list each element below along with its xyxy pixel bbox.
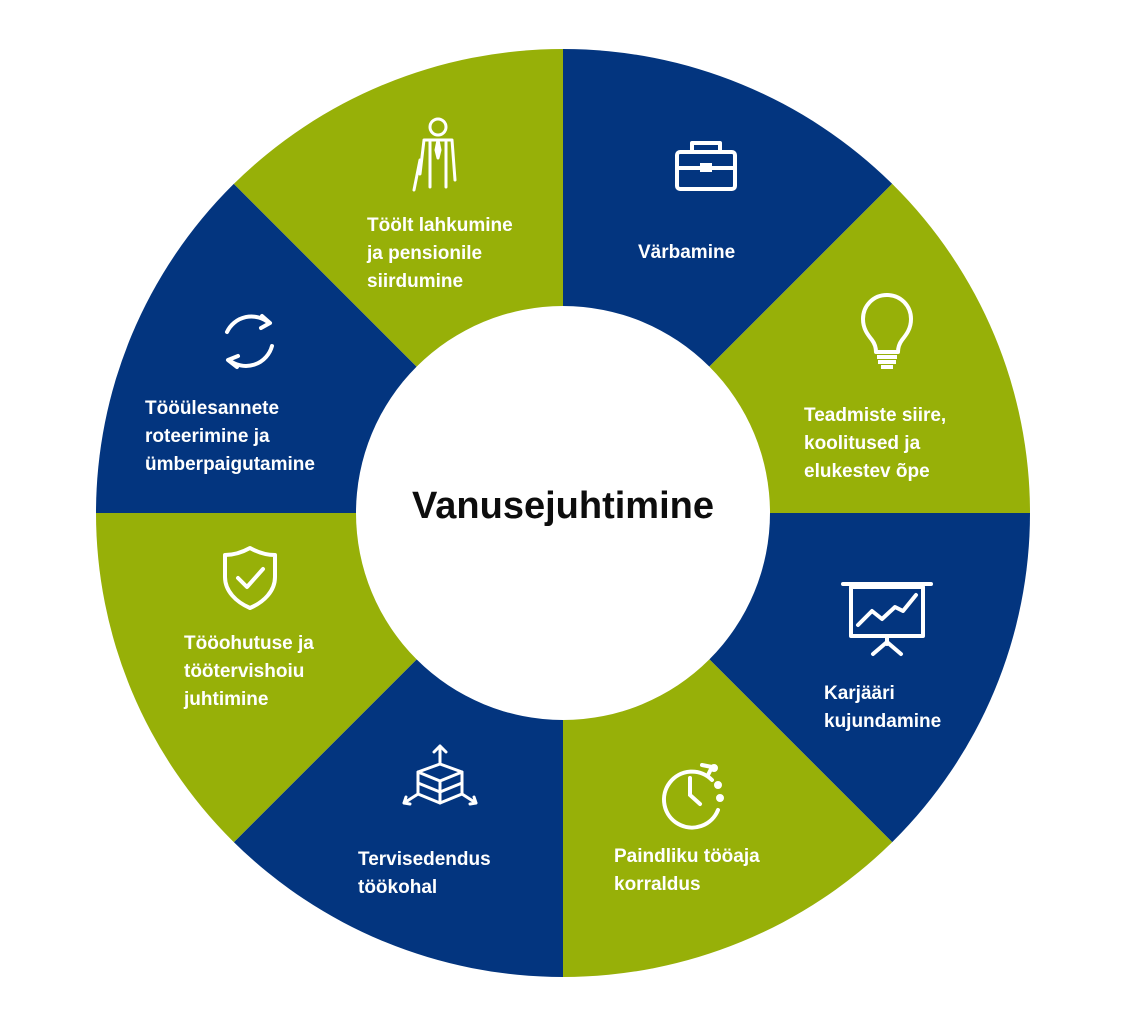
segment-label-line: kujundamine (824, 711, 942, 732)
segment-label-line: ümberpaigutamine (145, 454, 315, 475)
segment-label-line: Töölt lahkumine (367, 215, 513, 236)
center-title: Vanusejuhtimine (412, 485, 714, 527)
segment-label-line: Teadmiste siire, (804, 405, 947, 426)
segment-label: Paindliku tööaja korraldus (614, 843, 760, 899)
segment-label-line: koolitused ja (804, 433, 921, 454)
segment-label-line: töötervishoiu (184, 661, 305, 682)
segment-label-line: Tervisedendus (358, 849, 491, 870)
segment-label-line: korraldus (614, 874, 701, 895)
segment-label-line: töökohal (358, 877, 438, 898)
cube-icon (402, 744, 478, 806)
segment-label-line: Karjääri (824, 683, 895, 704)
segment-label-line: Värbamine (638, 242, 736, 263)
clock-icon (662, 763, 724, 830)
segment-label-line: roteerimine ja (145, 426, 270, 447)
segment-label-line: Tööülesannete (145, 398, 280, 419)
segment-label: Teadmiste siire, koolitused ja elukestev õ… (804, 402, 946, 486)
rotate-icon (225, 314, 274, 369)
center-circle (356, 306, 770, 720)
briefcase-icon (675, 141, 737, 191)
segment-label: Töölt lahkumine ja pensionile siirdumine (367, 212, 513, 296)
segment-label-line: ja pensionile (367, 243, 483, 264)
segment-label: Värbamine (638, 239, 735, 267)
segment-label-line: elukestev õpe (804, 461, 930, 482)
segment-label: Tööülesannete roteerimine ja ümberpaigutam… (145, 395, 315, 479)
segment-label: Tööohutuse ja töötervishoiu juhtimine (184, 630, 314, 714)
presentation-chart-icon (841, 582, 933, 656)
lightbulb-icon (861, 293, 913, 369)
segment-label: Tervisedendus töökohal (358, 846, 491, 902)
segment-label-line: Paindliku tööaja (614, 846, 760, 867)
segment-label-line: Tööohutuse ja (184, 633, 314, 654)
segment-label: Karjääri kujundamine (824, 680, 941, 736)
retiree-icon (412, 117, 457, 192)
segment-label-line: juhtimine (184, 689, 269, 710)
segment-label-line: siirdumine (367, 271, 464, 292)
shield-check-icon (223, 546, 277, 610)
